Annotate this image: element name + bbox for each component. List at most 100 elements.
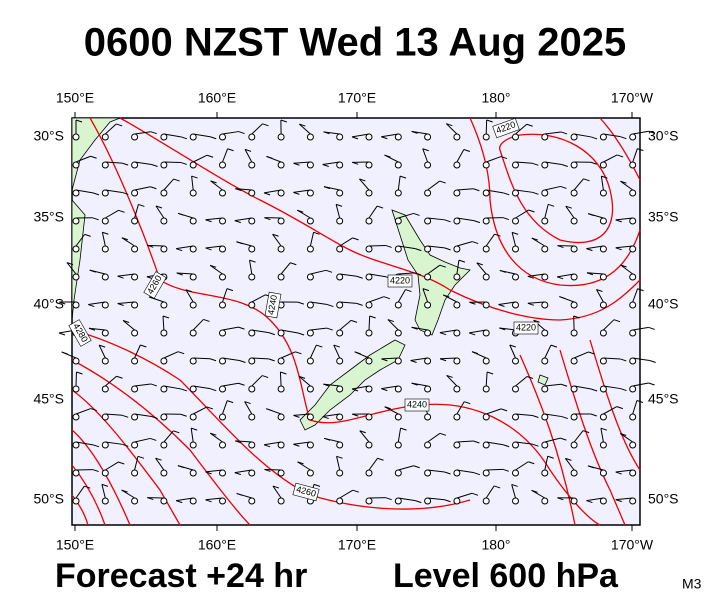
barb-station (277, 133, 285, 141)
barb-staff (244, 149, 253, 163)
barb-staff (105, 161, 123, 164)
barb-station (365, 217, 373, 225)
barb-station (512, 385, 519, 393)
barb-flag (116, 123, 123, 127)
barb-staff (104, 375, 117, 387)
barb-station (365, 189, 373, 197)
barb-staff (134, 437, 151, 443)
barb-station (424, 497, 432, 505)
barb-flag (411, 326, 418, 330)
barb-flag (413, 465, 420, 469)
barb-staff (193, 133, 211, 138)
barb-flag (322, 164, 329, 167)
barb-flag (410, 360, 417, 363)
barb-flag (122, 414, 129, 418)
barb-flag (385, 244, 392, 248)
barb-flag (266, 408, 273, 412)
barb-station (394, 497, 402, 505)
barb-flag (61, 351, 68, 355)
barb-staff (456, 469, 474, 474)
barb-flag (293, 443, 300, 447)
barb-station (599, 217, 607, 225)
barb-flag (75, 119, 83, 123)
barb-station (570, 189, 578, 197)
barb-station (277, 329, 285, 337)
barb-flag (439, 180, 446, 184)
barb-staff (193, 357, 211, 360)
barb-flag (511, 231, 519, 235)
barb-station (482, 357, 490, 365)
barb-flag (180, 388, 188, 392)
barb-station (160, 329, 168, 337)
barb-station (160, 441, 168, 449)
barb-staff (486, 468, 503, 471)
barb-staff (351, 133, 370, 138)
barb-staff (486, 156, 502, 163)
barb-station (248, 441, 256, 449)
barb-flag (293, 414, 300, 418)
barb-staff (339, 301, 357, 304)
barb-staff (333, 344, 341, 359)
barb-staff (280, 351, 296, 359)
longitude-label: 160°E (198, 537, 236, 553)
barb-staff (280, 262, 291, 275)
barb-flag (117, 275, 124, 279)
barb-staff (544, 344, 552, 359)
barb-flag (444, 499, 451, 503)
barb-flag (376, 205, 384, 209)
wind-barbs (58, 119, 656, 505)
barb-staff (632, 148, 638, 163)
barb-station (336, 245, 344, 253)
barb-flag (486, 371, 494, 375)
barb-station (599, 441, 607, 449)
barb-staff (544, 413, 562, 418)
barb-flag (587, 213, 595, 217)
barb-flag (532, 443, 539, 447)
barb-station (599, 189, 607, 197)
barb-station (424, 329, 432, 337)
barb-staff (299, 123, 311, 135)
barb-flag (561, 164, 568, 168)
longitude-label: 170°W (611, 90, 654, 106)
barb-flag (648, 130, 655, 134)
barb-flag (359, 430, 366, 434)
barb-staff (632, 357, 650, 362)
barb-flag (89, 269, 96, 273)
barb-staff (476, 262, 487, 275)
barb-staff (509, 344, 516, 359)
barb-staff (368, 315, 371, 331)
barb-staff (632, 130, 649, 135)
barb-station (72, 301, 80, 309)
barb-flag (210, 136, 217, 140)
barb-station (394, 217, 402, 225)
barb-staff (249, 260, 253, 275)
barb-station (394, 301, 402, 309)
barb-flag (446, 374, 453, 378)
barb-station (482, 273, 490, 281)
barb-flag (473, 440, 480, 444)
barb-staff (368, 244, 386, 247)
barb-flag (573, 315, 580, 319)
barb-station (599, 413, 607, 421)
barb-staff (445, 123, 458, 135)
barb-flag (177, 351, 185, 355)
barb-staff (456, 188, 474, 191)
barb-staff (88, 301, 106, 306)
barb-station (277, 245, 285, 253)
barb-station (306, 301, 314, 309)
barb-station (365, 133, 373, 141)
barb-staff (600, 176, 604, 191)
barb-station (131, 329, 139, 337)
barb-station (72, 217, 80, 225)
barb-station (306, 357, 314, 365)
barb-flag (59, 301, 66, 305)
barb-staff (66, 262, 77, 275)
barb-station (219, 161, 226, 169)
barb-flag (503, 192, 510, 196)
barb-station (219, 301, 226, 309)
barb-flag (565, 205, 572, 209)
barb-station (394, 469, 402, 477)
barb-flag (155, 205, 163, 209)
barb-station (482, 133, 490, 141)
barb-station (248, 413, 256, 421)
